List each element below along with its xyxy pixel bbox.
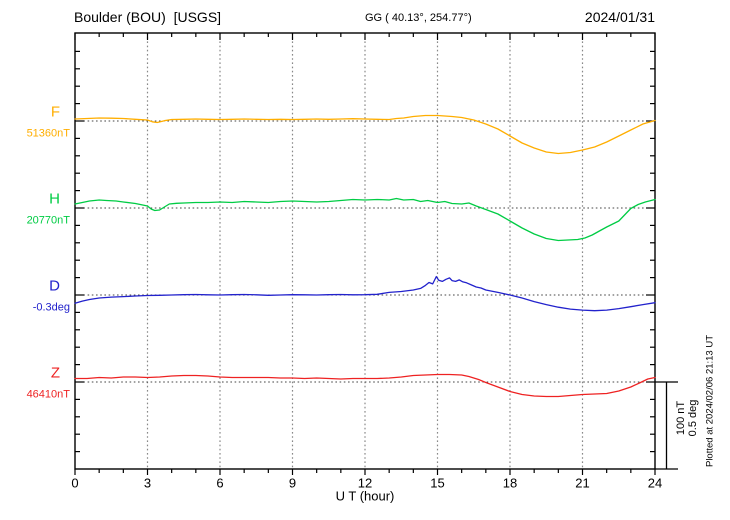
- x-tick-label-21: 21: [575, 475, 590, 491]
- scale-bar-label: 100 nT 0.5 deg: [675, 400, 699, 437]
- trace-letter-F: F: [50, 103, 60, 121]
- trace-letter-D: D: [49, 277, 60, 295]
- x-tick-label-9: 9: [288, 475, 297, 491]
- x-tick-label-15: 15: [430, 475, 445, 491]
- scale-deg-label: 0.5 deg: [687, 399, 699, 437]
- station-title: Boulder (BOU) [USGS]: [74, 9, 222, 25]
- plot-date: 2024/01/31: [584, 9, 655, 25]
- trace-F: [74, 114, 656, 155]
- trace-baseline-value-F: 51360nT: [26, 127, 70, 140]
- trace-baseline-value-H: 20770nT: [26, 214, 70, 227]
- trace-letter-Z: Z: [50, 364, 60, 382]
- x-tick-label-6: 6: [216, 475, 224, 491]
- geo-coordinates: GG ( 40.13°, 254.77°): [365, 12, 472, 24]
- trace-baseline-value-Z: 46410nT: [26, 388, 70, 401]
- scale-nt-label: 100 nT: [675, 400, 687, 436]
- trace-letter-H: H: [49, 190, 60, 208]
- x-tick-label-3: 3: [143, 475, 152, 491]
- trace-H: [74, 197, 656, 242]
- trace-D: [74, 275, 656, 312]
- trace-Z: [74, 373, 656, 398]
- x-tick-label-24: 24: [647, 475, 663, 491]
- plotted-timestamp: Plotted at 2024/02/06 21:13 UT: [704, 334, 716, 468]
- trace-baseline-value-D: -0.3deg: [32, 301, 70, 314]
- x-tick-label-18: 18: [502, 475, 518, 491]
- x-tick-label-12: 12: [357, 475, 373, 491]
- x-tick-label-0: 0: [71, 475, 79, 491]
- x-axis-label: U T (hour): [335, 488, 395, 504]
